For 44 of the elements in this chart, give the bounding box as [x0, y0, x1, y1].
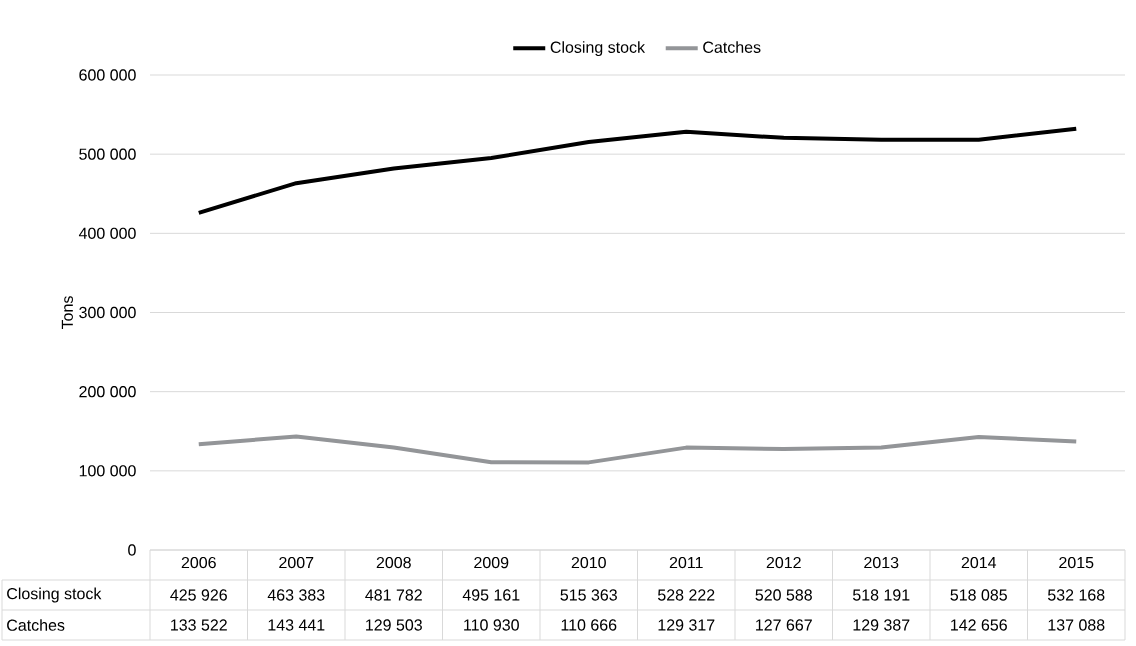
data-label: 133 522 — [171, 619, 227, 631]
x-tick-label: 2014 — [961, 556, 997, 569]
data-label: 129 317 — [658, 619, 715, 631]
data-label: 425 926 — [170, 589, 227, 601]
data-label: 110 666 — [561, 619, 617, 631]
data-label: 129 387 — [853, 619, 910, 631]
data-label: 463 383 — [267, 589, 325, 601]
data-label: 532 168 — [1047, 589, 1105, 601]
x-tick-label: 2009 — [474, 556, 509, 569]
y-tick-label: 0 — [128, 544, 136, 556]
data-label: 110 930 — [464, 619, 519, 631]
data-label: 127 667 — [756, 619, 812, 631]
data-label: 143 441 — [268, 619, 325, 631]
x-tick-label: 2006 — [181, 556, 216, 569]
data-label: 129 503 — [366, 619, 422, 631]
data-label: 142 656 — [951, 619, 1007, 631]
text: Closing stock — [7, 587, 102, 603]
data-label: 528 222 — [657, 589, 715, 601]
y-tick-label: 300 000 — [79, 306, 136, 319]
data-label: 520 588 — [755, 589, 812, 601]
x-tick-label: 2013 — [864, 556, 899, 569]
y-tick-label: 500 000 — [79, 148, 136, 160]
x-tick-label: 2011 — [669, 556, 703, 569]
y-tick-label: 600 000 — [79, 69, 136, 81]
data-label: 137 088 — [1048, 619, 1105, 631]
x-tick-label: 2007 — [279, 556, 314, 569]
y-tick-label: 400 000 — [78, 227, 136, 239]
data-label: 515 363 — [560, 589, 617, 601]
x-tick-label: 2010 — [571, 556, 606, 569]
text: Catches — [7, 619, 65, 631]
line-series — [196, 126, 1079, 215]
data-label: 518 085 — [950, 589, 1007, 601]
y-tick-label: 100 000 — [79, 465, 136, 477]
x-tick-label: 2012 — [766, 556, 801, 569]
data-label: 518 191 — [852, 589, 910, 601]
data-label: 495 161 — [462, 589, 520, 601]
data-label: 481 782 — [365, 589, 422, 601]
line-series — [196, 434, 1079, 465]
y-axis-title: Tons — [61, 296, 73, 330]
y-tick-label: 200 000 — [79, 386, 136, 398]
x-tick-label: 2008 — [376, 556, 411, 569]
x-tick-label: 2015 — [1059, 556, 1094, 569]
legend-label: Catches — [703, 41, 761, 53]
legend-label: Closing stock — [550, 41, 646, 57]
